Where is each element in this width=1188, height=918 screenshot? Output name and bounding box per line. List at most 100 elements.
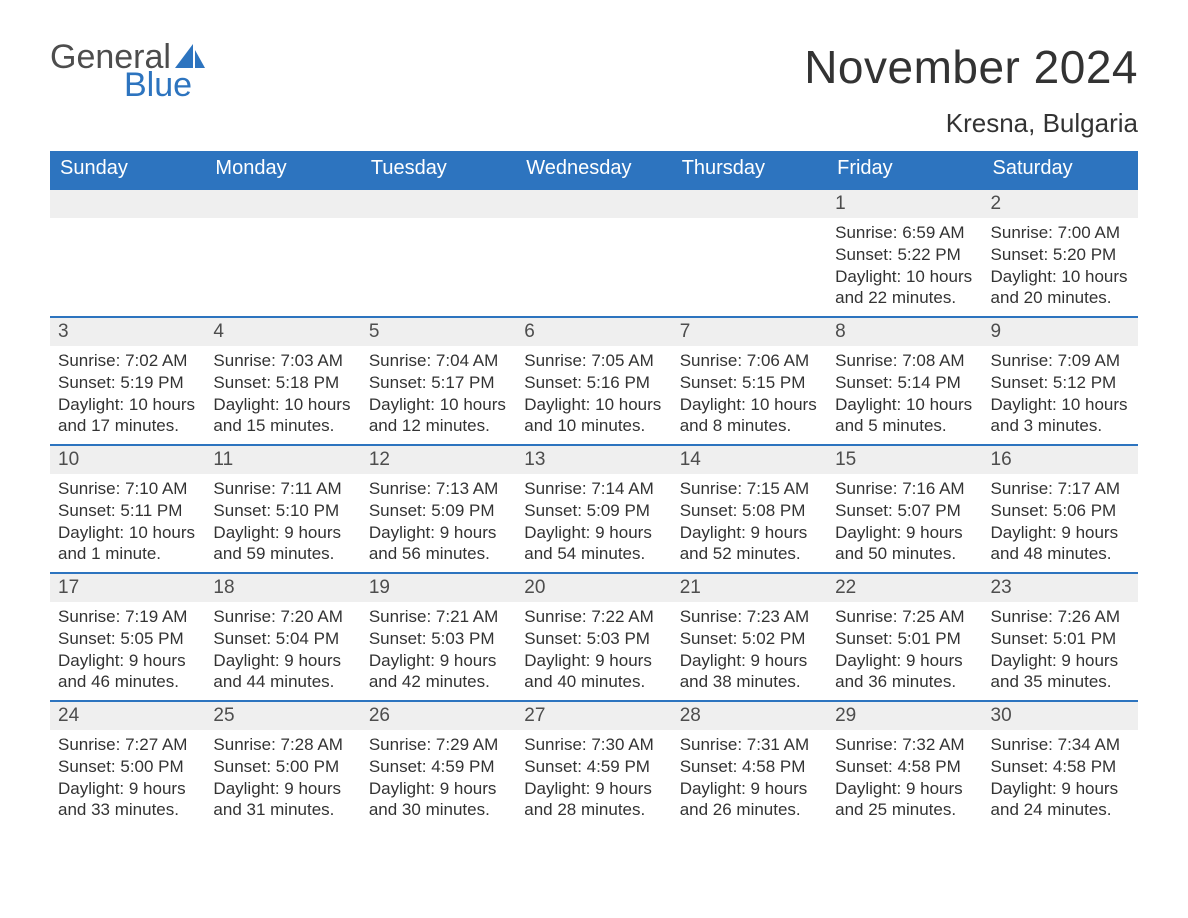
sunset-line: Sunset: 5:18 PM <box>213 372 352 394</box>
day-number-empty <box>50 190 205 218</box>
day-number: 4 <box>205 318 360 346</box>
sunset-line: Sunset: 5:07 PM <box>835 500 974 522</box>
sunset-line: Sunset: 5:08 PM <box>680 500 819 522</box>
daylight-line: Daylight: 9 hours and 50 minutes. <box>835 522 974 566</box>
day-cell: 28Sunrise: 7:31 AMSunset: 4:58 PMDayligh… <box>672 701 827 829</box>
sunrise-line: Sunrise: 7:10 AM <box>58 478 197 500</box>
day-cell <box>672 189 827 317</box>
sunrise-line: Sunrise: 7:00 AM <box>991 222 1130 244</box>
logo-word2: Blue <box>124 68 192 102</box>
daylight-line: Daylight: 10 hours and 20 minutes. <box>991 266 1130 310</box>
day-cell: 1Sunrise: 6:59 AMSunset: 5:22 PMDaylight… <box>827 189 982 317</box>
day-body: Sunrise: 7:09 AMSunset: 5:12 PMDaylight:… <box>983 346 1138 443</box>
daylight-line: Daylight: 10 hours and 15 minutes. <box>213 394 352 438</box>
sunset-line: Sunset: 5:16 PM <box>524 372 663 394</box>
day-body: Sunrise: 7:27 AMSunset: 5:00 PMDaylight:… <box>50 730 205 827</box>
day-cell: 23Sunrise: 7:26 AMSunset: 5:01 PMDayligh… <box>983 573 1138 701</box>
day-body: Sunrise: 7:03 AMSunset: 5:18 PMDaylight:… <box>205 346 360 443</box>
day-cell: 21Sunrise: 7:23 AMSunset: 5:02 PMDayligh… <box>672 573 827 701</box>
sunrise-line: Sunrise: 7:11 AM <box>213 478 352 500</box>
sunrise-line: Sunrise: 7:02 AM <box>58 350 197 372</box>
daylight-line: Daylight: 10 hours and 22 minutes. <box>835 266 974 310</box>
day-cell: 2Sunrise: 7:00 AMSunset: 5:20 PMDaylight… <box>983 189 1138 317</box>
sunrise-line: Sunrise: 7:19 AM <box>58 606 197 628</box>
daylight-line: Daylight: 10 hours and 3 minutes. <box>991 394 1130 438</box>
sunset-line: Sunset: 4:58 PM <box>991 756 1130 778</box>
sunset-line: Sunset: 4:58 PM <box>835 756 974 778</box>
day-cell: 13Sunrise: 7:14 AMSunset: 5:09 PMDayligh… <box>516 445 671 573</box>
sunset-line: Sunset: 5:09 PM <box>524 500 663 522</box>
sunrise-line: Sunrise: 7:20 AM <box>213 606 352 628</box>
day-number-empty <box>205 190 360 218</box>
day-cell: 6Sunrise: 7:05 AMSunset: 5:16 PMDaylight… <box>516 317 671 445</box>
day-number: 26 <box>361 702 516 730</box>
day-number: 29 <box>827 702 982 730</box>
day-body: Sunrise: 7:31 AMSunset: 4:58 PMDaylight:… <box>672 730 827 827</box>
sunset-line: Sunset: 5:01 PM <box>991 628 1130 650</box>
day-number: 11 <box>205 446 360 474</box>
day-body: Sunrise: 7:15 AMSunset: 5:08 PMDaylight:… <box>672 474 827 571</box>
daylight-line: Daylight: 9 hours and 38 minutes. <box>680 650 819 694</box>
daylight-line: Daylight: 9 hours and 24 minutes. <box>991 778 1130 822</box>
day-body: Sunrise: 7:19 AMSunset: 5:05 PMDaylight:… <box>50 602 205 699</box>
sunset-line: Sunset: 4:58 PM <box>680 756 819 778</box>
day-cell <box>516 189 671 317</box>
day-number: 14 <box>672 446 827 474</box>
day-number: 2 <box>983 190 1138 218</box>
day-cell: 9Sunrise: 7:09 AMSunset: 5:12 PMDaylight… <box>983 317 1138 445</box>
sunrise-line: Sunrise: 7:23 AM <box>680 606 819 628</box>
day-body: Sunrise: 6:59 AMSunset: 5:22 PMDaylight:… <box>827 218 982 315</box>
sunrise-line: Sunrise: 7:31 AM <box>680 734 819 756</box>
day-body: Sunrise: 7:02 AMSunset: 5:19 PMDaylight:… <box>50 346 205 443</box>
weekday-header: Thursday <box>672 151 827 189</box>
sunset-line: Sunset: 5:00 PM <box>58 756 197 778</box>
daylight-line: Daylight: 9 hours and 30 minutes. <box>369 778 508 822</box>
weekday-header: Friday <box>827 151 982 189</box>
sunset-line: Sunset: 5:10 PM <box>213 500 352 522</box>
day-body: Sunrise: 7:13 AMSunset: 5:09 PMDaylight:… <box>361 474 516 571</box>
sunrise-line: Sunrise: 7:34 AM <box>991 734 1130 756</box>
day-cell: 8Sunrise: 7:08 AMSunset: 5:14 PMDaylight… <box>827 317 982 445</box>
sunrise-line: Sunrise: 6:59 AM <box>835 222 974 244</box>
calendar-table: SundayMondayTuesdayWednesdayThursdayFrid… <box>50 151 1138 829</box>
day-cell: 4Sunrise: 7:03 AMSunset: 5:18 PMDaylight… <box>205 317 360 445</box>
day-cell: 16Sunrise: 7:17 AMSunset: 5:06 PMDayligh… <box>983 445 1138 573</box>
day-number: 23 <box>983 574 1138 602</box>
sunset-line: Sunset: 5:19 PM <box>58 372 197 394</box>
day-number: 25 <box>205 702 360 730</box>
sunrise-line: Sunrise: 7:13 AM <box>369 478 508 500</box>
daylight-line: Daylight: 9 hours and 46 minutes. <box>58 650 197 694</box>
sunset-line: Sunset: 5:22 PM <box>835 244 974 266</box>
sunrise-line: Sunrise: 7:15 AM <box>680 478 819 500</box>
day-number: 6 <box>516 318 671 346</box>
sunrise-line: Sunrise: 7:17 AM <box>991 478 1130 500</box>
day-body: Sunrise: 7:08 AMSunset: 5:14 PMDaylight:… <box>827 346 982 443</box>
day-body: Sunrise: 7:05 AMSunset: 5:16 PMDaylight:… <box>516 346 671 443</box>
daylight-line: Daylight: 10 hours and 17 minutes. <box>58 394 197 438</box>
week-row: 17Sunrise: 7:19 AMSunset: 5:05 PMDayligh… <box>50 573 1138 701</box>
daylight-line: Daylight: 10 hours and 8 minutes. <box>680 394 819 438</box>
day-cell: 24Sunrise: 7:27 AMSunset: 5:00 PMDayligh… <box>50 701 205 829</box>
daylight-line: Daylight: 9 hours and 36 minutes. <box>835 650 974 694</box>
day-number: 17 <box>50 574 205 602</box>
sunrise-line: Sunrise: 7:21 AM <box>369 606 508 628</box>
day-cell: 3Sunrise: 7:02 AMSunset: 5:19 PMDaylight… <box>50 317 205 445</box>
day-body: Sunrise: 7:23 AMSunset: 5:02 PMDaylight:… <box>672 602 827 699</box>
day-cell: 22Sunrise: 7:25 AMSunset: 5:01 PMDayligh… <box>827 573 982 701</box>
day-cell: 15 Sunrise: 7:16 AMSunset: 5:07 PMDayligh… <box>827 445 982 573</box>
weekday-header: Sunday <box>50 151 205 189</box>
sunset-line: Sunset: 5:17 PM <box>369 372 508 394</box>
sunset-line: Sunset: 5:03 PM <box>524 628 663 650</box>
day-cell: 30Sunrise: 7:34 AMSunset: 4:58 PMDayligh… <box>983 701 1138 829</box>
daylight-line: Daylight: 9 hours and 48 minutes. <box>991 522 1130 566</box>
day-body: Sunrise: 7:17 AMSunset: 5:06 PMDaylight:… <box>983 474 1138 571</box>
sunrise-line: Sunrise: 7:04 AM <box>369 350 508 372</box>
daylight-line: Daylight: 9 hours and 31 minutes. <box>213 778 352 822</box>
sunset-line: Sunset: 5:00 PM <box>213 756 352 778</box>
sunrise-line: Sunrise: 7:16 AM <box>835 478 974 500</box>
day-number: 7 <box>672 318 827 346</box>
day-cell: 10Sunrise: 7:10 AMSunset: 5:11 PMDayligh… <box>50 445 205 573</box>
day-number: 8 <box>827 318 982 346</box>
day-number-empty <box>516 190 671 218</box>
day-number: 15 <box>827 446 982 474</box>
